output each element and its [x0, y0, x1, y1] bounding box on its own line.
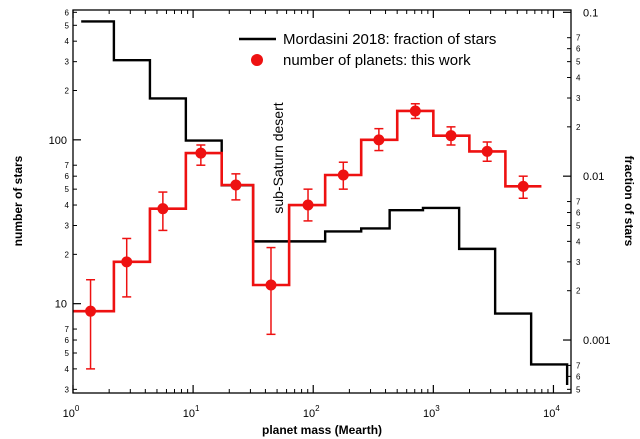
legend: Mordasini 2018: fraction of stars number… [239, 31, 496, 69]
data-point [445, 130, 457, 142]
data-point [517, 180, 529, 192]
y-right-minor-label: 7 [576, 361, 581, 370]
y-left-tick-label: 10 [55, 299, 67, 311]
y-right-minor-label: 7 [576, 198, 581, 207]
data-point-group [373, 127, 385, 152]
data-point-group [337, 161, 349, 190]
data-point-group [445, 126, 457, 146]
y-right-axis-ticks: 0.001 0.01 0.1 5 6 7 2 3 4 5 6 7 2 3 4 5 6 7 [563, 7, 611, 394]
data-point-group [121, 237, 133, 298]
points-layer [85, 103, 529, 370]
y-right-minor-label: 4 [576, 237, 581, 246]
y-left-minor-label: 5 [65, 349, 70, 358]
y-right-minor-label: 4 [576, 74, 581, 83]
y-left-axis-title: number of stars [11, 155, 25, 246]
x-tick-exponent: 3 [435, 404, 440, 413]
data-point-group [302, 188, 314, 222]
data-point-group [85, 278, 97, 370]
data-point [265, 279, 277, 291]
y-left-minor-label: 2 [65, 87, 70, 96]
y-left-minor-label: 5 [65, 21, 70, 30]
y-right-minor-label: 5 [576, 385, 581, 394]
x-tick-exponent: 4 [555, 404, 560, 413]
y-right-minor-label: 6 [576, 209, 581, 218]
y-right-minor-label: 7 [576, 34, 581, 43]
data-point-group [157, 191, 169, 232]
y-left-axis-ticks: 10 100 3 4 5 6 7 2 3 4 5 6 7 2 3 4 5 6 [49, 8, 81, 394]
data-point [302, 199, 314, 211]
data-point-group [517, 175, 529, 200]
y-right-minor-label: 3 [576, 94, 581, 103]
legend-label-this-work: number of planets: this work [283, 52, 471, 69]
y-right-minor-label: 6 [576, 45, 581, 54]
data-point [373, 134, 385, 146]
y-right-minor-label: 2 [576, 123, 581, 132]
y-left-minor-label: 3 [65, 222, 70, 231]
x-axis-title: planet mass (Mearth) [262, 423, 382, 437]
data-point-group [230, 173, 242, 201]
data-point [121, 256, 133, 268]
data-point [230, 179, 242, 191]
x-tick-exponent: 2 [315, 404, 320, 413]
y-left-minor-label: 7 [65, 325, 70, 334]
data-point [337, 169, 349, 181]
data-point [85, 305, 97, 317]
y-left-minor-label: 3 [65, 58, 70, 67]
y-left-minor-label: 5 [65, 185, 70, 194]
y-left-minor-label: 6 [65, 336, 70, 345]
y-right-minor-label: 6 [576, 372, 581, 381]
y-right-tick-label: 0.01 [583, 171, 604, 183]
y-right-tick-label: 0.001 [583, 335, 611, 347]
data-point [157, 203, 169, 215]
y-left-minor-label: 4 [65, 365, 70, 374]
y-left-minor-label: 6 [65, 172, 70, 181]
y-right-minor-label: 2 [576, 287, 581, 296]
y-left-minor-label: 2 [65, 250, 70, 259]
annotation-sub-saturn-desert: sub-Saturn desert [270, 102, 286, 213]
y-right-minor-label: 3 [576, 258, 581, 267]
legend-swatch-this-work [251, 54, 263, 66]
y-right-minor-label: 5 [576, 221, 581, 230]
y-left-minor-label: 6 [65, 8, 70, 17]
y-right-tick-label: 0.1 [583, 7, 598, 19]
y-left-tick-label: 100 [49, 135, 67, 147]
data-point-group [265, 246, 277, 336]
y-left-minor-label: 4 [65, 201, 70, 210]
y-left-minor-label: 7 [65, 161, 70, 170]
data-point [409, 105, 421, 117]
y-right-axis-title: fraction of stars [622, 156, 636, 247]
y-left-minor-label: 4 [65, 37, 70, 46]
x-tick-exponent: 1 [195, 404, 200, 413]
data-point-group [195, 144, 207, 166]
data-point-group [481, 141, 493, 163]
data-point [195, 147, 207, 159]
data-point-group [409, 103, 421, 120]
x-tick-exponent: 0 [75, 404, 80, 413]
y-right-minor-label: 5 [576, 58, 581, 67]
series-line-mordasini [81, 20, 569, 385]
legend-label-mordasini: Mordasini 2018: fraction of stars [283, 31, 496, 48]
y-left-minor-label: 3 [65, 385, 70, 394]
data-point [481, 145, 493, 157]
